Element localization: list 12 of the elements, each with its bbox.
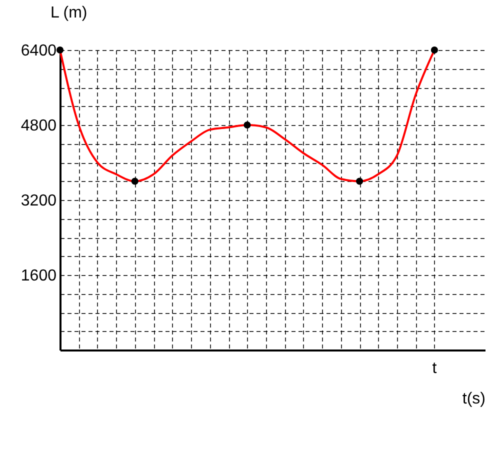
point	[430, 46, 438, 54]
x-axis-title: t(s)	[462, 390, 486, 408]
y-tick-label: 1600	[20, 268, 57, 284]
point	[131, 178, 138, 185]
y-axis-title: L (m)	[50, 4, 88, 22]
y-tick-label: 3200	[20, 192, 57, 210]
text: t	[432, 360, 438, 377]
point	[56, 46, 64, 54]
point	[356, 178, 364, 185]
point	[244, 121, 251, 129]
y-tick-label: 6400	[20, 42, 57, 60]
y-tick-label: 4800	[20, 118, 57, 134]
